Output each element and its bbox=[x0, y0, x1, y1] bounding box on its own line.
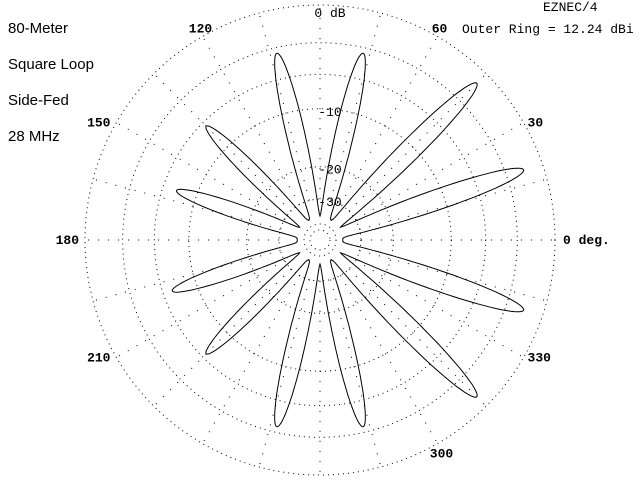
grid-spoke bbox=[348, 73, 487, 212]
angle-label: 60 bbox=[432, 21, 448, 36]
grid-spoke bbox=[202, 275, 300, 444]
grid-ring bbox=[309, 229, 331, 251]
angle-label: 330 bbox=[528, 351, 552, 366]
grid-ring bbox=[84, 4, 556, 476]
grid-spoke bbox=[359, 250, 548, 302]
angle-label: 210 bbox=[87, 351, 111, 366]
chart-title: 80-Meter Square Loop Side-Fed 28 MHz bbox=[8, 2, 94, 164]
title-line: Square Loop bbox=[8, 56, 94, 73]
grid-spoke bbox=[202, 36, 300, 205]
grid-spoke bbox=[258, 279, 310, 468]
grid-ring bbox=[122, 42, 518, 438]
title-line: 80-Meter bbox=[8, 20, 69, 37]
grid-spoke bbox=[340, 36, 438, 205]
grid-spoke bbox=[153, 268, 292, 407]
grid-ring bbox=[278, 198, 362, 282]
grid-spoke bbox=[92, 178, 281, 230]
title-line: 28 MHz bbox=[8, 128, 60, 145]
angle-label: 0 deg. bbox=[563, 233, 610, 248]
angle-label: 120 bbox=[189, 21, 213, 36]
grid-spoke bbox=[258, 12, 310, 201]
angle-label: 180 bbox=[56, 233, 80, 248]
grid-spoke bbox=[330, 279, 382, 468]
polar-grid bbox=[84, 4, 556, 476]
radiation-pattern-trace bbox=[171, 52, 525, 428]
angle-label: 30 bbox=[528, 116, 544, 131]
program-name: EZNEC/4 bbox=[543, 0, 598, 15]
grid-ring bbox=[153, 73, 487, 407]
grid-spoke bbox=[348, 268, 487, 407]
radial-label: -10 bbox=[318, 105, 341, 120]
grid-spoke bbox=[92, 250, 281, 302]
title-line: Side-Fed bbox=[8, 92, 69, 109]
grid-spoke bbox=[340, 275, 438, 444]
radial-label: -20 bbox=[318, 163, 341, 178]
outer-ring-label: Outer Ring = 12.24 dBi bbox=[462, 22, 634, 37]
radial-label: 0 dB bbox=[314, 6, 345, 21]
angle-label: 300 bbox=[430, 447, 454, 462]
grid-ring bbox=[246, 166, 394, 314]
angle-tick-labels: 0 deg. 30 60 120 150 180 210 300 330 bbox=[56, 21, 610, 461]
grid-spoke bbox=[116, 260, 285, 358]
angle-label: 150 bbox=[87, 116, 111, 131]
grid-spoke bbox=[359, 178, 548, 230]
grid-spoke bbox=[153, 73, 292, 212]
grid-ring bbox=[303, 223, 337, 257]
